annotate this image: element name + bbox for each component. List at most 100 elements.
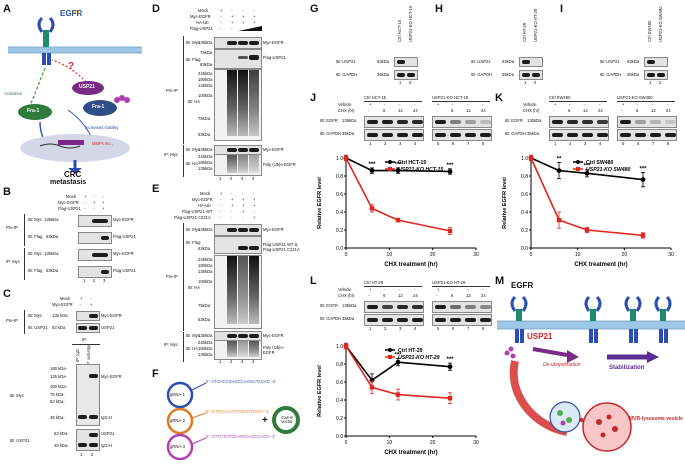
band-label: Myc-EGFR	[263, 227, 284, 232]
chx-hours: 24	[666, 108, 671, 113]
ib-label: IB: HA	[188, 285, 201, 290]
sign: +	[231, 203, 234, 208]
data-point	[584, 170, 590, 176]
ib-label: IB: GAPDH	[471, 72, 493, 77]
kda-label: 63kDa	[198, 246, 211, 251]
panel-label-k: K	[495, 92, 503, 104]
lane-number: 3	[399, 141, 402, 146]
band	[665, 120, 676, 124]
sign: -	[467, 102, 469, 107]
vehicle-label: Vehicle	[523, 102, 537, 107]
blot-header: USP21-KO HT-29	[432, 280, 466, 285]
chx-hours: 6	[568, 108, 571, 113]
chart-l: 0 10 20 30 0.0 0.2 0.4 0.6 0.8 1.0 CHX treatment (…	[317, 342, 479, 456]
band-label: Flag-USP21	[113, 234, 136, 239]
x-axis-label: CHX treatment (hr)	[574, 262, 627, 268]
legend-marker	[388, 160, 392, 164]
blot	[78, 266, 112, 278]
legend-label: Ctrl HT-29	[398, 348, 423, 354]
ladder: 135kDa	[198, 166, 213, 171]
blot-header: Ctrl HCT-15	[364, 95, 387, 100]
ip-label: IP:	[82, 337, 88, 342]
panel-d: Mock Myc-EGFR HA-Ub Flag-USP21 + - - - -…	[150, 0, 310, 182]
legend-marker	[388, 348, 392, 352]
blot	[76, 429, 100, 451]
fra1-active-label: Fra-1	[27, 108, 40, 114]
lane-number: 1	[524, 80, 527, 85]
sign: -	[667, 102, 669, 107]
chart-j: 0 10 20 30 0.0 0.2 0.4 0.6 0.8 1.0 CHX treatment (…	[317, 154, 479, 268]
y-tick-label: 0.4	[521, 210, 528, 216]
legend-label: Ctrl HCT-15	[398, 160, 426, 166]
ib-label: IB: USP21	[600, 59, 620, 64]
blot	[519, 57, 543, 67]
egfr-receptor-icon	[510, 295, 528, 343]
x-axis-label: CHX treatment (hr)	[384, 262, 437, 268]
y-tick-label: 0.2	[521, 228, 528, 234]
sign: -	[80, 302, 82, 307]
x-tick-label: 20	[430, 252, 436, 258]
chx-hours: 6	[383, 108, 386, 113]
row-label: Mock	[200, 191, 211, 196]
panel-g: Ctrl HCT-15 USP21-KO HCT-15 IB: USP21 63…	[312, 0, 432, 90]
sign: -	[599, 102, 601, 107]
ladder: 63kDa	[198, 317, 211, 322]
kda-label: 135kDa	[198, 333, 213, 338]
blot	[364, 116, 424, 128]
ladder: 135kDa	[198, 269, 213, 274]
band-label: Flag-USP21	[263, 55, 286, 60]
band	[435, 133, 446, 137]
row-label: Mock	[60, 296, 71, 301]
egfr-receptor-icon	[654, 295, 672, 343]
sign: -	[414, 102, 416, 107]
pre-ip-label: Pre-IP	[166, 274, 178, 279]
lane-number: 1	[219, 359, 222, 364]
sign: -	[467, 287, 469, 292]
band	[397, 318, 408, 322]
kda-label: 63kDa	[46, 234, 59, 239]
sign: -	[482, 287, 484, 292]
lane-number: 5	[437, 326, 440, 331]
band	[412, 120, 423, 124]
sign: -	[399, 287, 401, 292]
blot	[364, 314, 424, 326]
data-point	[369, 385, 375, 390]
ib-label: IB: GAPDH	[600, 72, 622, 77]
chx-hours: 12	[651, 108, 656, 113]
panel-c: Mock Myc-EGFR + - - + Pre-IP IB: Myc 135…	[0, 290, 150, 460]
data-point	[447, 364, 453, 370]
band	[412, 318, 423, 322]
fra1-icon	[83, 100, 117, 116]
blot	[394, 70, 418, 80]
y-tick-label: 0.8	[521, 174, 528, 180]
panel-f: gRNA-1 gRNA-2 gRNA-3 5'- ATGACCGAGCCAAGC…	[150, 368, 310, 461]
egfr-label: EGFR	[511, 281, 534, 290]
ib-usp21-label: IB: USP21	[10, 438, 30, 443]
sign: +	[253, 14, 256, 19]
panel-label-c: C	[3, 288, 11, 300]
panel-label-l: L	[310, 275, 317, 287]
sign: +	[102, 200, 105, 205]
lane-number: 3	[584, 141, 587, 146]
band	[465, 120, 476, 124]
ib-label: IB: Myc	[186, 40, 200, 45]
lane-number: 8	[482, 141, 485, 146]
sign: -	[231, 191, 233, 196]
ladder: 135kDa	[198, 352, 213, 357]
blot	[432, 116, 492, 128]
chx-hours: 6	[383, 293, 386, 298]
sign: +	[253, 215, 256, 220]
legend-label: USP21-KO SW480	[586, 167, 631, 173]
kda-label: 135kDa	[198, 147, 213, 152]
data-point	[584, 227, 590, 233]
ladder: 180kDa	[198, 77, 213, 82]
y-tick-label: 0.6	[336, 380, 343, 386]
band-label: Poly (Ub)n-EGFR	[263, 162, 296, 167]
row-label: Myc-EGFR	[190, 14, 211, 19]
data-point	[447, 228, 453, 234]
band	[435, 318, 446, 322]
blot	[214, 37, 262, 49]
sign: -	[384, 102, 386, 107]
ladder: 245kDa	[198, 71, 213, 76]
usp21-label: USP21	[79, 84, 95, 90]
